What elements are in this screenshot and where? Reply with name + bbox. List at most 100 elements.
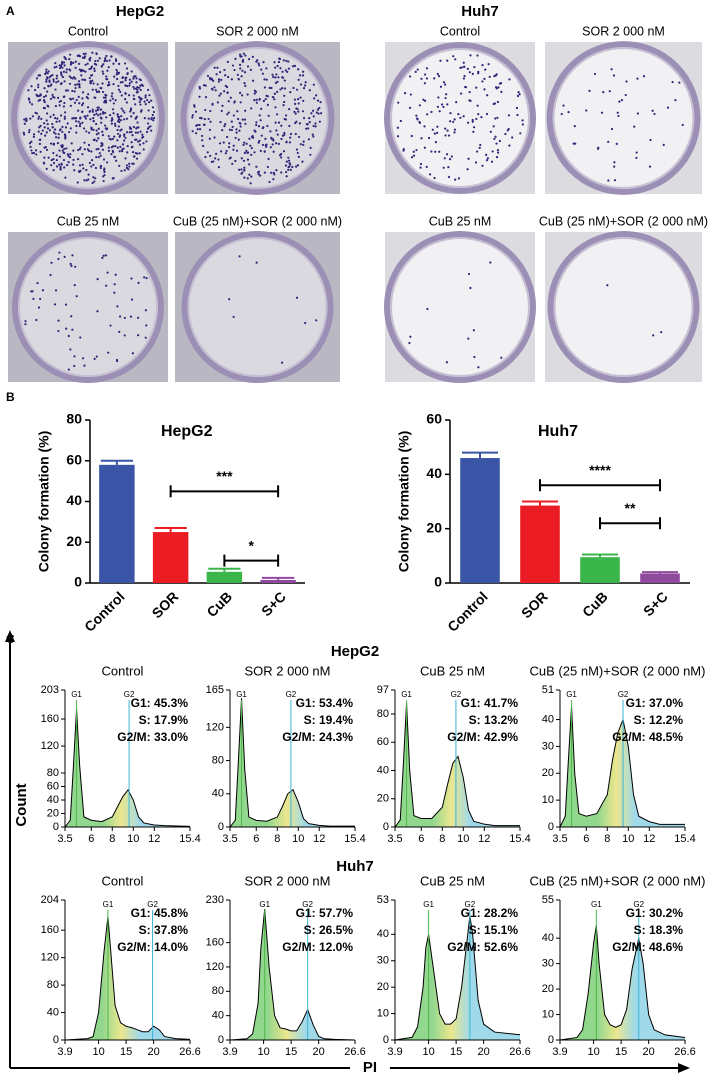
- colony: [81, 110, 84, 113]
- colony: [45, 68, 48, 71]
- colony: [196, 124, 199, 127]
- colony: [423, 125, 426, 128]
- colony: [253, 89, 256, 92]
- colony: [242, 52, 245, 55]
- colony: [297, 102, 300, 105]
- x-tick-label: 10: [92, 1046, 104, 1058]
- colony: [123, 316, 126, 320]
- colony: [22, 131, 25, 134]
- colony: [287, 159, 291, 162]
- colony: [34, 149, 38, 152]
- colony: [240, 157, 243, 160]
- colony: [473, 355, 476, 359]
- colony: [39, 93, 42, 97]
- colony: [218, 142, 222, 145]
- colony: [125, 101, 128, 104]
- colony: [119, 90, 122, 93]
- y-tick-label: 160: [206, 937, 224, 949]
- colony: [236, 110, 239, 113]
- colony: [79, 146, 82, 149]
- colony: [217, 166, 221, 169]
- colony: [414, 70, 417, 73]
- colony: [144, 309, 147, 312]
- colony: [125, 166, 129, 169]
- colony: [302, 87, 306, 90]
- x-tick-label: CuB: [579, 588, 611, 620]
- colony: [620, 99, 624, 102]
- colony: [624, 93, 627, 97]
- colony: [78, 148, 81, 151]
- colony: [471, 118, 474, 122]
- colony: [42, 95, 46, 99]
- phase-stat: S: 37.8%: [139, 923, 189, 937]
- colony: [240, 75, 243, 78]
- bar: [520, 505, 560, 583]
- colony: [124, 92, 127, 95]
- phase-stat: G1: 45.3%: [131, 696, 189, 710]
- colony: [307, 127, 310, 130]
- x-tick-label: 20: [148, 1046, 160, 1058]
- colony: [253, 129, 256, 132]
- colony: [315, 319, 318, 322]
- colony: [72, 163, 75, 166]
- y-tick-label: 40: [66, 492, 82, 508]
- colony: [138, 100, 141, 104]
- colony: [107, 351, 110, 354]
- colony: [111, 150, 115, 154]
- colony: [147, 126, 150, 129]
- colony: [131, 162, 134, 165]
- colony: [234, 159, 237, 163]
- colony: [409, 93, 412, 96]
- plate-rim: [384, 42, 536, 194]
- colony: [249, 182, 252, 185]
- colony: [64, 303, 68, 306]
- colony: [130, 70, 133, 73]
- colony: [588, 89, 591, 92]
- x-tick-label: 15: [285, 1046, 297, 1058]
- colony: [438, 110, 441, 113]
- colony: [111, 118, 114, 121]
- phase-stat: G1: 45.8%: [131, 906, 189, 920]
- colony: [74, 83, 77, 86]
- plate-rim: [12, 231, 164, 383]
- colony: [275, 142, 278, 145]
- colony: [235, 149, 239, 152]
- x-tick-label: 8: [274, 833, 280, 845]
- colony: [123, 111, 126, 114]
- x-tick-label: 12: [148, 833, 160, 845]
- colony: [235, 131, 238, 134]
- colony: [55, 65, 58, 68]
- colony: [31, 152, 34, 155]
- colony: [104, 96, 107, 99]
- colony: [243, 118, 247, 121]
- colony: [94, 166, 98, 170]
- colony: [255, 101, 258, 104]
- colony: [295, 296, 299, 299]
- colony: [199, 116, 202, 120]
- colony: [133, 155, 136, 158]
- colony: [132, 77, 135, 80]
- y-tick-label: 40: [377, 928, 389, 940]
- colony: [636, 77, 639, 80]
- colony: [517, 91, 520, 94]
- colony: [311, 133, 314, 136]
- colony: [299, 96, 302, 99]
- colony: [231, 125, 234, 129]
- colony: [468, 99, 471, 102]
- colony: [39, 150, 42, 153]
- colony: [131, 150, 135, 154]
- colony: [97, 90, 100, 93]
- colony: [316, 108, 320, 111]
- colony: [467, 337, 470, 340]
- y-tick-label: 55: [542, 894, 554, 906]
- colony: [81, 153, 84, 156]
- x-tick-label: 12: [478, 833, 490, 845]
- y-tick-label: 10: [542, 1008, 554, 1020]
- colony: [41, 289, 45, 292]
- colony: [35, 153, 38, 156]
- colony: [228, 298, 231, 301]
- colony: [260, 68, 263, 71]
- colony: [410, 134, 413, 138]
- colony: [111, 137, 114, 141]
- colony: [45, 167, 48, 170]
